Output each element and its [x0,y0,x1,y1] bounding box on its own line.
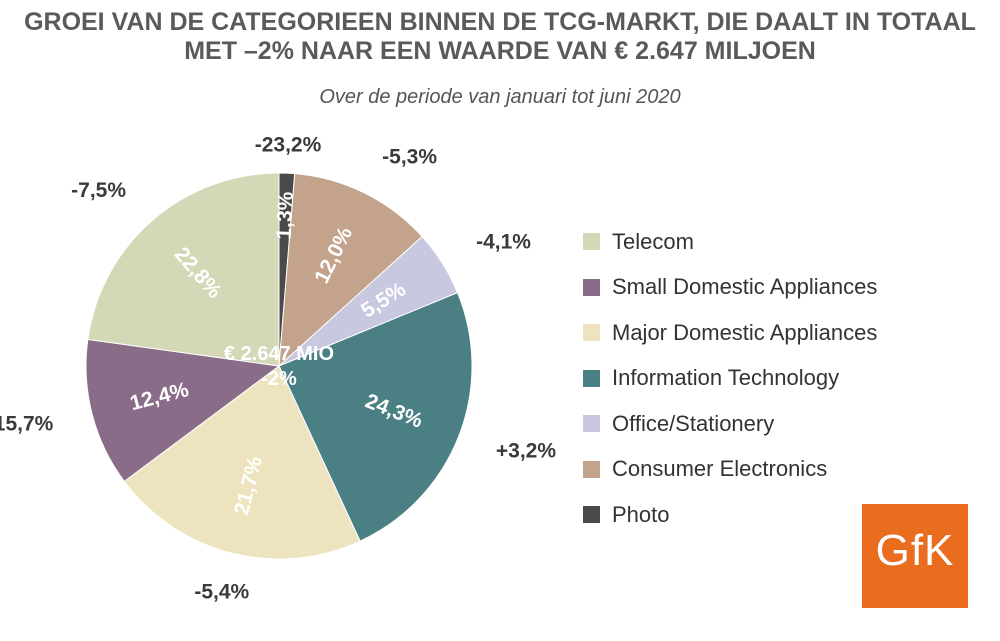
legend-item-information-technology: Information Technology [583,356,877,402]
legend-label: Small Domestic Appliances [612,274,878,300]
growth-label-telecom: -7,5% [71,179,126,202]
legend-item-office-stationery: Office/Stationery [583,401,877,447]
pie-slice-small-domestic-appliances [85,338,281,483]
legend-swatch [583,506,600,524]
legend-item-telecom: Telecom [583,219,877,265]
growth-label-office-stationery: -4,1% [476,230,531,253]
share-label-photo: 1,3% [273,191,298,240]
pie-slice-consumer-electronics [278,173,423,368]
center-growth-label: -2% [261,368,297,390]
legend-swatch [583,324,600,342]
legend-item-photo: Photo [583,492,877,538]
legend-label: Telecom [612,228,694,254]
growth-label-consumer-electronics: -5,3% [382,146,437,169]
pie-slice-major-domestic-appliances [123,365,361,560]
gfk-logo: GfK [862,504,968,608]
legend-swatch [583,233,600,251]
legend-swatch [583,460,600,478]
legend-label: Consumer Electronics [612,456,828,482]
chart-title-line-1: GROEI VAN DE CATEGORIEEN BINNEN DE TCG-M… [24,8,976,36]
legend-label: Major Domestic Appliances [612,319,878,345]
legend-item-consumer-electronics: Consumer Electronics [583,447,877,493]
center-total-label: € 2.647 MIO [224,343,334,365]
legend-swatch [583,415,600,433]
growth-label-information-technology: +3,2% [496,440,556,463]
growth-label-major-domestic-appliances: -5,4% [194,580,249,603]
legend-item-small-domestic-appliances: Small Domestic Appliances [583,265,877,311]
gfk-logo-text: GfK [875,526,955,575]
chart-subtitle: Over de periode van januari tot juni 202… [319,86,681,108]
pie-slice-information-technology [278,292,473,542]
legend-label: Office/Stationery [612,410,775,436]
pie-slice-telecom [87,172,280,367]
legend-swatch [583,369,600,387]
legend-label: Photo [612,501,670,527]
legend-item-major-domestic-appliances: Major Domestic Appliances [583,310,877,356]
legend-swatch [583,278,600,296]
growth-label-small-domestic-appliances: +15,7% [0,412,54,435]
chart-title: GROEI VAN DE CATEGORIEEN BINNEN DE TCG-M… [0,8,1000,66]
legend-label: Information Technology [612,365,840,391]
legend: Telecom Small Domestic Appliances Major Do… [583,219,877,538]
growth-label-photo: -23,2% [255,134,322,157]
chart-title-line-2: MET –2% NAAR EEN WAARDE VAN € 2.647 MILJ… [184,37,816,65]
